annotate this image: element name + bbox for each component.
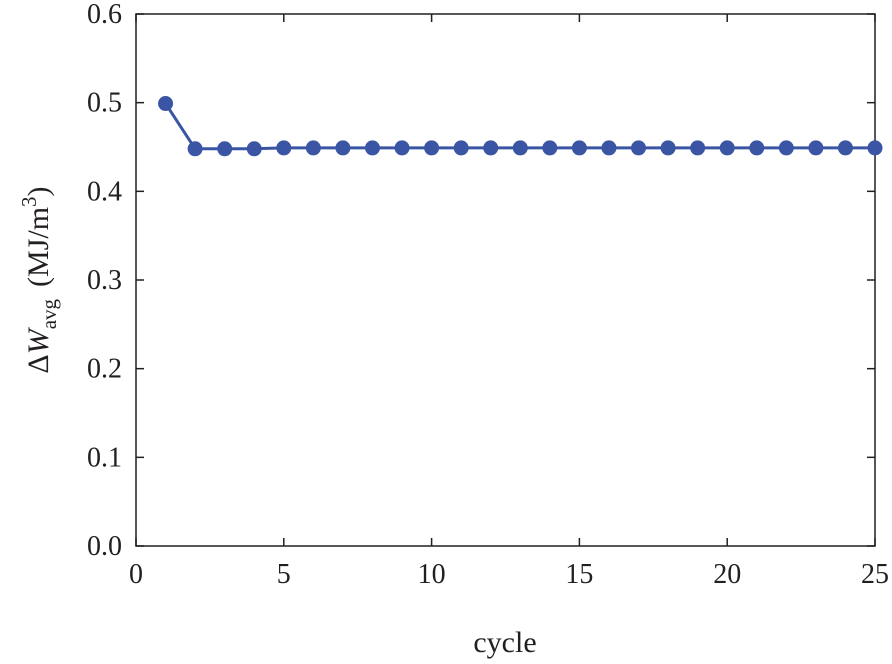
data-point [424, 140, 440, 156]
y-tick-label: 0.2 [87, 354, 122, 385]
x-tick-label: 10 [418, 559, 446, 590]
y-axis-delta: Δ [22, 354, 55, 373]
y-tick-label: 0.0 [87, 531, 122, 562]
data-point [837, 140, 853, 156]
y-tick-label: 0.4 [87, 176, 122, 207]
data-point [364, 140, 380, 156]
data-point [512, 140, 528, 156]
data-point [749, 140, 765, 156]
data-point [276, 140, 292, 156]
data-point [601, 140, 617, 156]
y-axis-unit-exponent: 3 [17, 196, 41, 207]
y-tick-label: 0.5 [87, 88, 122, 119]
y-tick-label: 0.3 [87, 265, 122, 296]
y-axis-title: ΔWavg (MJ/m3) [17, 186, 61, 373]
data-point [394, 140, 410, 156]
y-axis-unit-close: ) [22, 186, 55, 196]
x-tick-label: 25 [861, 559, 889, 590]
data-point [631, 140, 647, 156]
data-point [158, 96, 174, 112]
data-point [187, 141, 203, 157]
y-axis-subscript: avg [37, 298, 61, 329]
data-point [778, 140, 794, 156]
x-tick-label: 15 [565, 559, 593, 590]
data-point [719, 140, 735, 156]
y-axis-symbol: W [22, 326, 55, 354]
data-point [246, 141, 262, 157]
data-point [483, 140, 499, 156]
data-point [808, 140, 824, 156]
x-tick-label: 0 [129, 559, 143, 590]
data-point [217, 141, 233, 157]
y-tick-label: 0.6 [87, 0, 122, 30]
data-point [453, 140, 469, 156]
axis-ticks [135, 13, 876, 547]
data-point [305, 140, 321, 156]
data-point [660, 140, 676, 156]
data-point [542, 140, 558, 156]
series-layer [158, 96, 883, 157]
data-point [571, 140, 587, 156]
data-point [690, 140, 706, 156]
x-axis-title: cycle [473, 626, 536, 659]
axis-tick-labels: 0 5 10 15 20 25 0.0 0.1 0.2 0.3 0.4 0.5 0.6 [87, 0, 889, 590]
x-tick-label: 20 [713, 559, 741, 590]
plot-frame [135, 13, 876, 547]
y-tick-label: 0.1 [87, 442, 122, 473]
data-point [867, 140, 883, 156]
data-point [335, 140, 351, 156]
x-tick-label: 5 [277, 559, 291, 590]
y-axis-unit: (MJ/m [22, 207, 55, 287]
